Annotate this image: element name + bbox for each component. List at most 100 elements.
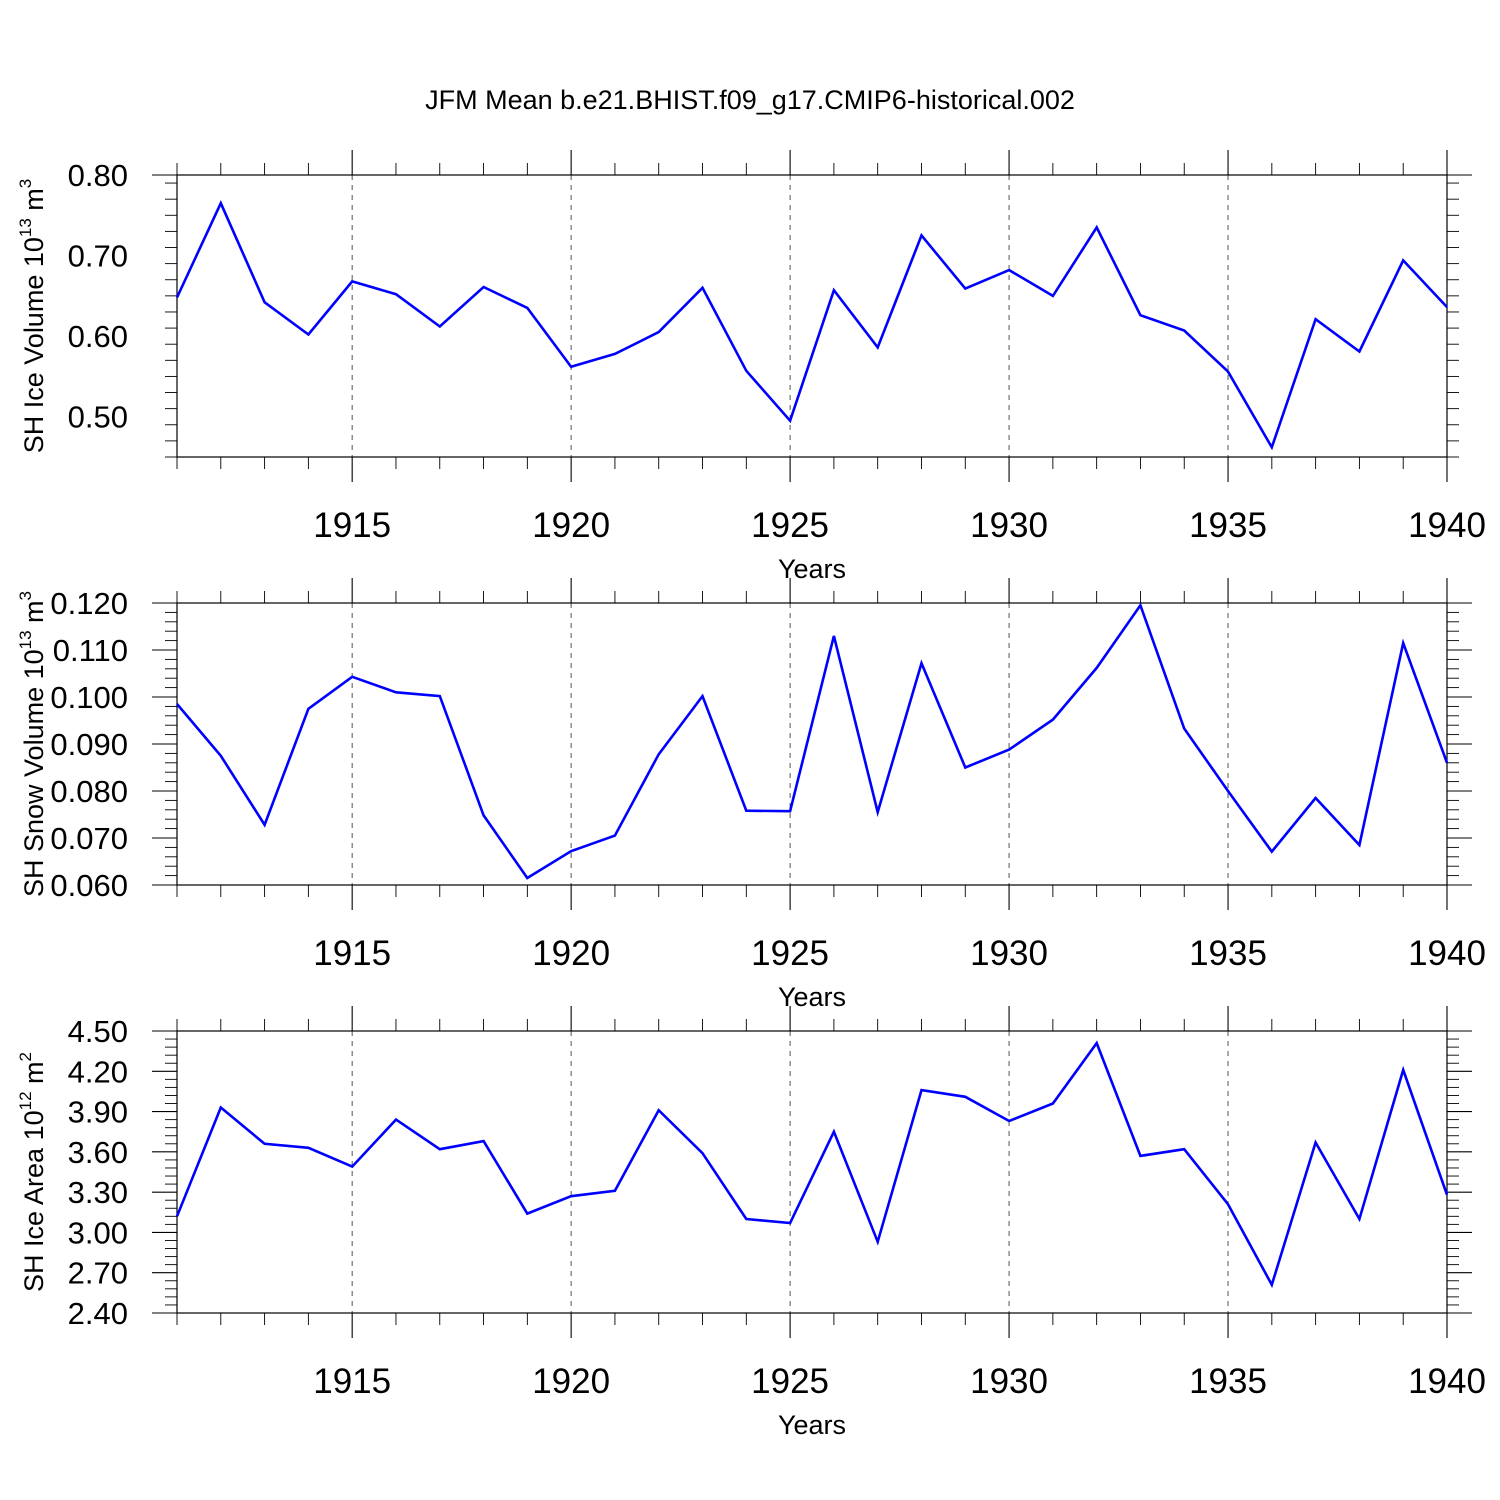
data-point <box>306 707 310 711</box>
data-point <box>569 1194 573 1198</box>
data-point <box>569 365 573 369</box>
y-axis-label: SH Snow Volume 1013 m3 <box>16 591 49 897</box>
data-point <box>1182 1147 1186 1151</box>
x-tick-label: 1930 <box>970 506 1048 545</box>
data-point <box>175 295 179 299</box>
data-point <box>788 809 792 813</box>
data-point <box>1357 843 1361 847</box>
data-point <box>1138 313 1142 317</box>
data-point <box>788 1221 792 1225</box>
data-point <box>263 300 267 304</box>
data-point <box>1401 641 1405 645</box>
data-point <box>482 813 486 817</box>
panel-ice-volume: 0.50 0.60 0.70 0.80 1915 1920 1925 1930 1935 1940… <box>16 150 1486 584</box>
data-point <box>350 675 354 679</box>
data-point <box>1357 1217 1361 1221</box>
y-tick-label: 3.90 <box>68 1095 128 1130</box>
data-point <box>613 352 617 356</box>
x-tick-label: 1935 <box>1189 506 1267 545</box>
y-tick-label: 0.50 <box>68 400 128 435</box>
data-point <box>1401 258 1405 262</box>
x-tick-label: 1935 <box>1189 934 1267 973</box>
data-point <box>219 754 223 758</box>
x-tick-label: 1925 <box>751 506 829 545</box>
data-point <box>1095 225 1099 229</box>
data-point <box>1007 268 1011 272</box>
y-tick-label: 0.070 <box>50 821 128 856</box>
y-tick-label: 0.090 <box>50 727 128 762</box>
data-point <box>394 690 398 694</box>
data-point <box>832 1130 836 1134</box>
data-point <box>963 287 967 291</box>
data-point <box>175 1214 179 1218</box>
data-point <box>657 752 661 756</box>
data-point <box>1226 789 1230 793</box>
data-point <box>1357 349 1361 353</box>
data-point <box>1401 1068 1405 1072</box>
data-point <box>525 1212 529 1216</box>
y-tick-label: 2.40 <box>68 1296 128 1331</box>
data-point <box>919 233 923 237</box>
data-point <box>744 1217 748 1221</box>
x-tick-label: 1940 <box>1408 1362 1486 1401</box>
x-tick-label: 1915 <box>313 934 391 973</box>
y-tick-label: 0.70 <box>68 239 128 274</box>
y-tick-label: 4.50 <box>68 1014 128 1049</box>
data-point <box>613 1189 617 1193</box>
data-point <box>1182 329 1186 333</box>
data-point <box>1445 1193 1449 1197</box>
data-point <box>963 1095 967 1099</box>
y-tick-label: 3.60 <box>68 1135 128 1170</box>
panel-ice-area: 2.40 2.70 3.00 3.30 3.60 3.90 4.20 4.50 1915 1920… <box>16 1006 1486 1440</box>
data-point <box>1314 1140 1318 1144</box>
data-point <box>832 288 836 292</box>
figure-title: JFM Mean b.e21.BHIST.f09_g17.CMIP6-histo… <box>425 85 1075 115</box>
data-point <box>1314 317 1318 321</box>
data-point <box>175 702 179 706</box>
data-point <box>350 1165 354 1169</box>
data-point <box>613 834 617 838</box>
data-point <box>525 876 529 880</box>
data-point <box>1051 1102 1055 1106</box>
data-point <box>306 333 310 337</box>
data-point <box>701 694 705 698</box>
data-point <box>701 1151 705 1155</box>
data-point <box>1007 748 1011 752</box>
data-point <box>1270 445 1274 449</box>
data-point <box>350 279 354 283</box>
y-tick-label: 3.00 <box>68 1215 128 1250</box>
y-tick-label: 2.70 <box>68 1256 128 1291</box>
data-point <box>788 419 792 423</box>
y-axis-label: SH Ice Volume 1013 m3 <box>16 179 49 454</box>
data-point <box>919 661 923 665</box>
data-point <box>701 286 705 290</box>
x-tick-label: 1915 <box>313 1362 391 1401</box>
data-point <box>1138 603 1142 607</box>
data-point <box>832 634 836 638</box>
series-line <box>175 1040 1449 1289</box>
data-point <box>394 292 398 296</box>
y-tick-label: 0.100 <box>50 680 128 715</box>
y-axis-label: SH Ice Area 1012 m2 <box>16 1052 49 1292</box>
x-tick-label: 1940 <box>1408 934 1486 973</box>
data-point <box>1226 370 1230 374</box>
x-tick-label: 1925 <box>751 934 829 973</box>
data-point <box>263 823 267 827</box>
data-point <box>394 1118 398 1122</box>
y-tick-label: 4.20 <box>68 1054 128 1089</box>
data-point <box>1314 796 1318 800</box>
y-tick-label: 0.110 <box>53 633 128 668</box>
y-tick-label: 0.60 <box>68 319 128 354</box>
x-tick-label: 1925 <box>751 1362 829 1401</box>
x-tick-label: 1940 <box>1408 506 1486 545</box>
data-point <box>1051 294 1055 298</box>
data-point <box>1226 1202 1230 1206</box>
x-tick-label: 1930 <box>970 934 1048 973</box>
data-point <box>482 1139 486 1143</box>
y-tick-label: 0.060 <box>50 868 128 903</box>
x-tick-label: 1935 <box>1189 1362 1267 1401</box>
data-point <box>744 809 748 813</box>
data-point <box>219 1106 223 1110</box>
data-point <box>1095 1041 1099 1045</box>
data-point <box>1095 666 1099 670</box>
